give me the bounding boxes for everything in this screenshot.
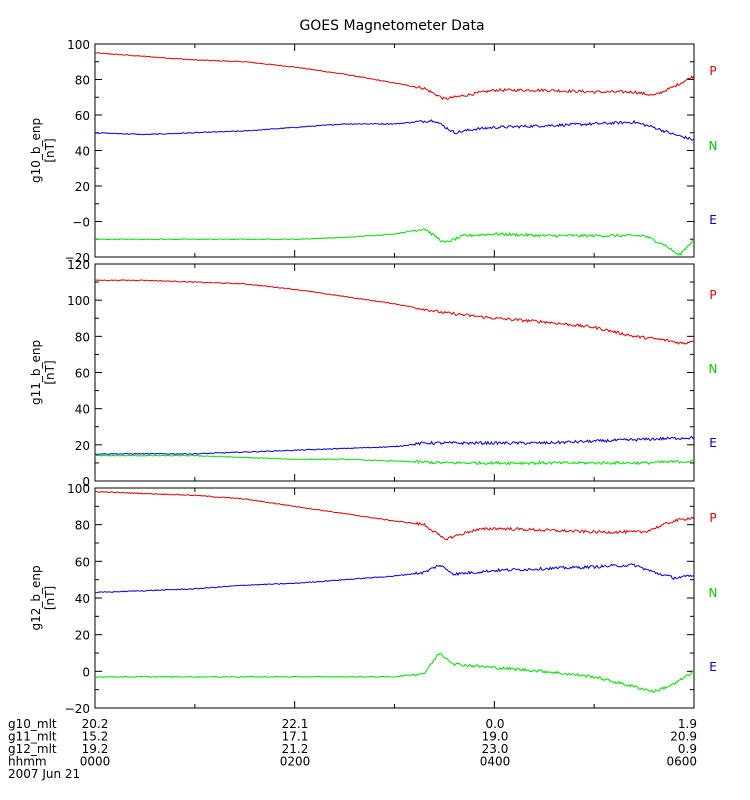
y-axis-unit: [nT]	[43, 138, 57, 162]
series-line-1	[94, 279, 694, 345]
footer-value: 0.0	[485, 717, 504, 731]
series-line-3	[95, 227, 695, 257]
footer-row-label: g10_mlt	[8, 717, 57, 731]
series-line-2	[94, 119, 695, 141]
footer-value: 19.2	[82, 742, 109, 756]
y-tick-label: 40	[75, 592, 90, 606]
y-tick-label: 20	[75, 629, 90, 643]
panel-3: −20 0 20 40 60 80 100 g12_b_enp [nT] P N E	[29, 482, 717, 716]
footer-value: 21.2	[282, 742, 309, 756]
y-tick-label: 20	[75, 180, 90, 194]
y-axis-unit: [nT]	[43, 586, 57, 610]
legend-label: N	[709, 586, 718, 600]
y-tick-label: −0	[72, 216, 90, 230]
y-tick-label: 40	[75, 145, 90, 159]
footer-value: 1.9	[678, 717, 697, 731]
y-tick-label: 100	[67, 482, 90, 496]
y-tick-label: 120	[67, 258, 90, 272]
footer-value: 23.0	[482, 742, 509, 756]
y-tick-label: 0	[82, 665, 90, 679]
footer-row-label: hhmm	[8, 755, 47, 769]
y-tick-label: 60	[75, 555, 90, 569]
legend-label: E	[709, 660, 717, 674]
footer-value: 0.9	[678, 742, 697, 756]
y-tick-label: 20	[75, 439, 90, 453]
series-line-1	[95, 491, 695, 541]
y-tick-label: −20	[65, 702, 90, 716]
footer-value: 0200	[280, 755, 311, 769]
footer-date: 2007 Jun 21	[8, 767, 80, 781]
y-tick-label: 0	[82, 475, 90, 489]
footer-row-label: g12_mlt	[8, 742, 57, 756]
chart-title: GOES Magnetometer Data	[299, 18, 484, 34]
footer-value: 17.1	[282, 730, 309, 744]
y-axis-label: g11_b_enp	[29, 340, 43, 405]
footer-value: 20.2	[82, 717, 109, 731]
footer-value: 0600	[666, 755, 697, 769]
y-axis-label: g12_b_enp	[29, 565, 43, 630]
y-tick-label: 60	[75, 367, 90, 381]
legend-label: P	[709, 64, 716, 78]
footer-value: 15.2	[82, 730, 109, 744]
legend-label: N	[709, 362, 718, 376]
y-tick-label: −20	[65, 251, 90, 265]
footer-value: 0400	[480, 755, 511, 769]
panel-2: 0 20 40 60 80 100 120 g11_b_enp [nT] P N E	[29, 258, 717, 489]
panel-frame	[94, 263, 695, 482]
series-line-2	[94, 563, 694, 594]
y-tick-label: 80	[75, 74, 90, 88]
y-tick-label: 80	[75, 519, 90, 533]
footer-value: 19.0	[482, 730, 509, 744]
series-line-3	[94, 652, 695, 694]
panel-1: −20 −0 20 40 60 80 100 g10_b_enp [nT] P N E	[29, 38, 717, 265]
y-tick-label: 80	[75, 330, 90, 344]
y-tick-label: 60	[75, 109, 90, 123]
legend-label: P	[709, 288, 716, 302]
legend-label: E	[709, 213, 717, 227]
series-line-1	[94, 52, 695, 101]
y-tick-label: 100	[67, 38, 90, 52]
panel-frame	[94, 43, 695, 258]
footer-value: 0000	[80, 755, 111, 769]
footer-value: 22.1	[282, 717, 309, 731]
series-line-3	[94, 454, 694, 466]
y-tick-label: 100	[67, 294, 90, 308]
legend-label: P	[709, 511, 716, 525]
y-tick-label: 40	[75, 403, 90, 417]
legend-label: N	[709, 139, 718, 153]
legend-label: E	[709, 436, 717, 450]
footer-row-label: g11_mlt	[8, 730, 57, 744]
y-axis-label: g10_b_enp	[29, 118, 43, 183]
series-line-2	[94, 435, 695, 455]
y-axis-unit: [nT]	[43, 360, 57, 384]
footer-value: 20.9	[670, 730, 697, 744]
